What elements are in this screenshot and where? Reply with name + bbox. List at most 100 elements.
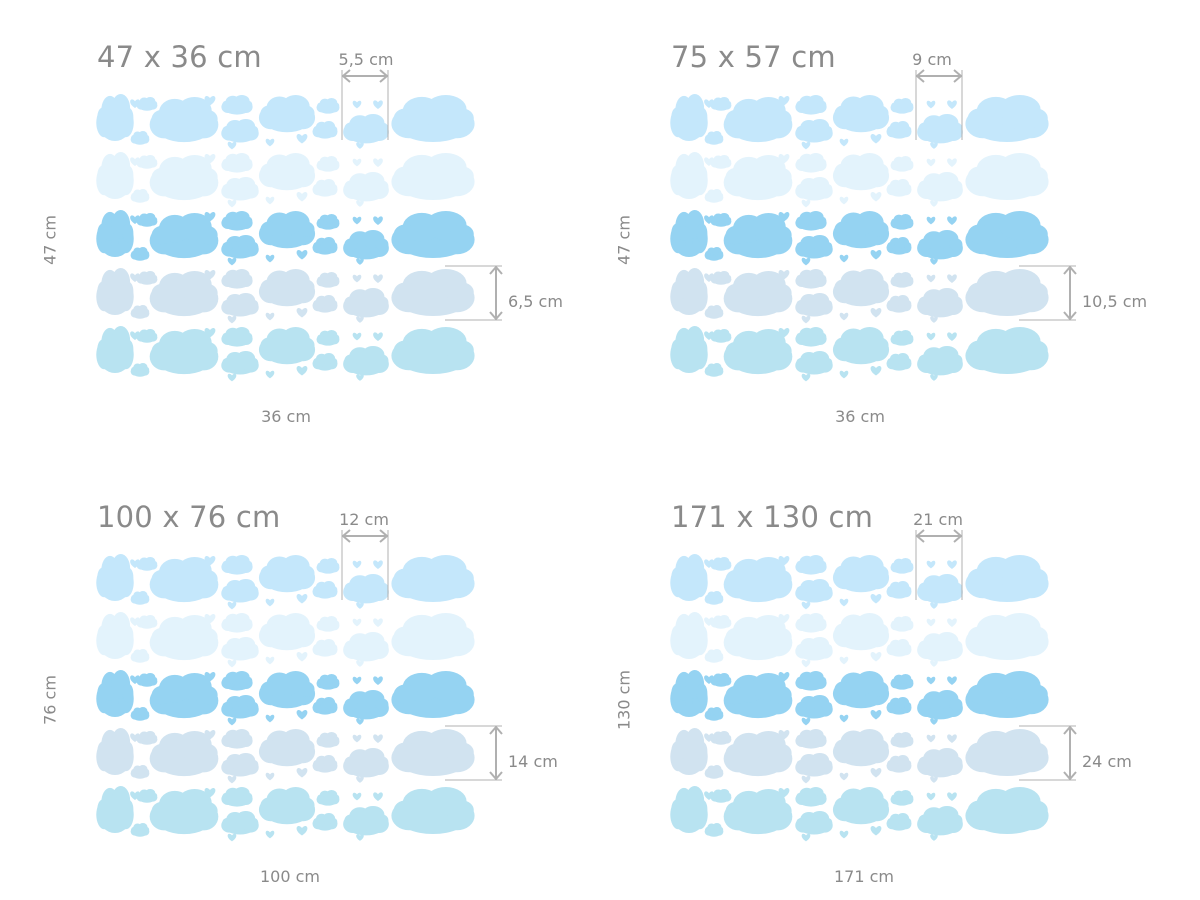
cloud-sticker <box>136 731 158 745</box>
heart-sticker <box>870 134 882 144</box>
cloud-sticker <box>704 707 724 721</box>
heart-sticker <box>356 718 364 725</box>
heart-sticker <box>930 834 938 841</box>
cloud-sticker <box>886 295 912 313</box>
heart-sticker <box>778 96 790 106</box>
heart-sticker <box>947 734 957 743</box>
cloud-sticker <box>704 363 724 377</box>
heart-sticker <box>704 675 714 684</box>
cloud-sticker <box>258 671 316 709</box>
cloud-sticker <box>886 639 912 657</box>
cloud-sticker <box>832 729 890 767</box>
heart-sticker <box>373 332 383 341</box>
cloud-sticker <box>723 329 793 375</box>
cloud-sticker <box>795 695 833 719</box>
heart-sticker <box>839 656 849 665</box>
heart-sticker <box>296 652 308 662</box>
sticker-row <box>96 554 475 610</box>
sticker-row <box>96 210 475 266</box>
cloud-sticker <box>130 247 150 261</box>
heart-sticker <box>870 826 882 836</box>
cloud-sticker <box>149 97 219 143</box>
width-dimension-arrow <box>915 69 963 83</box>
cloud-sticker <box>917 172 963 202</box>
cloud-sticker <box>723 97 793 143</box>
cloud-sticker <box>886 353 912 371</box>
heart-sticker <box>356 602 364 609</box>
cloud-sticker <box>886 755 912 773</box>
heart-sticker <box>373 676 383 685</box>
cloud-sticker <box>704 823 724 837</box>
heart-sticker <box>801 373 811 382</box>
cloud-sticker <box>136 271 158 285</box>
piece-width-label: 9 cm <box>912 50 952 69</box>
heart-sticker <box>130 559 140 568</box>
cloud-sticker <box>670 612 708 660</box>
heart-sticker <box>356 776 364 783</box>
heart-sticker <box>947 158 957 167</box>
cloud-sticker <box>965 613 1049 661</box>
cloud-sticker <box>130 305 150 319</box>
heart-sticker <box>704 559 714 568</box>
cloud-sticker <box>96 728 134 776</box>
heart-sticker <box>839 714 849 723</box>
heart-sticker <box>930 200 938 207</box>
heart-sticker <box>839 830 849 839</box>
heart-sticker <box>204 328 216 338</box>
heart-sticker <box>227 315 237 324</box>
heart-sticker <box>704 273 714 282</box>
heart-sticker <box>870 652 882 662</box>
heart-sticker <box>296 134 308 144</box>
heart-sticker <box>130 791 140 800</box>
cloud-sticker <box>136 155 158 169</box>
heart-sticker <box>204 154 216 164</box>
heart-sticker <box>227 659 237 668</box>
cloud-sticker <box>795 95 827 115</box>
cloud-sticker <box>221 327 253 347</box>
heart-sticker <box>204 212 216 222</box>
cloud-sticker <box>704 189 724 203</box>
heart-sticker <box>778 730 790 740</box>
cloud-sticker <box>832 153 890 191</box>
cloud-sticker <box>723 557 793 603</box>
heart-sticker <box>265 196 275 205</box>
cloud-sticker <box>704 649 724 663</box>
heart-sticker <box>870 250 882 260</box>
heart-sticker <box>870 366 882 376</box>
sticker-row <box>670 326 1049 382</box>
cloud-sticker <box>704 305 724 319</box>
cloud-sticker <box>149 789 219 835</box>
sticker-row <box>670 670 1049 726</box>
heart-sticker <box>227 717 237 726</box>
heart-sticker <box>296 710 308 720</box>
cloud-sticker <box>312 295 338 313</box>
heart-sticker <box>227 601 237 610</box>
cloud-sticker <box>258 327 316 365</box>
sheet-height-label: 130 cm <box>614 669 634 731</box>
heart-sticker <box>801 257 811 266</box>
heart-sticker <box>930 602 938 609</box>
cloud-sticker <box>723 271 793 317</box>
heart-sticker <box>227 833 237 842</box>
heart-sticker <box>930 374 938 381</box>
cloud-sticker <box>670 786 708 834</box>
cloud-sticker <box>136 615 158 629</box>
cloud-sticker <box>130 649 150 663</box>
cloud-sticker <box>670 94 708 142</box>
cloud-sticker <box>670 728 708 776</box>
height-dimension-arrow <box>489 725 503 781</box>
cloud-sticker <box>965 729 1049 777</box>
cloud-sticker <box>130 765 150 779</box>
heart-sticker <box>352 158 362 167</box>
cloud-sheet-1 <box>96 69 503 382</box>
cloud-sticker <box>316 558 340 574</box>
cloud-sticker <box>96 786 134 834</box>
sticker-row <box>670 210 1049 266</box>
heart-sticker <box>130 273 140 282</box>
sheet-width-label: 36 cm <box>835 407 885 426</box>
cloud-sticker <box>258 95 316 133</box>
cloud-sticker <box>130 591 150 605</box>
sheet-width-label: 100 cm <box>259 867 321 886</box>
cloud-sticker <box>795 177 833 201</box>
cloud-sticker <box>890 732 914 748</box>
